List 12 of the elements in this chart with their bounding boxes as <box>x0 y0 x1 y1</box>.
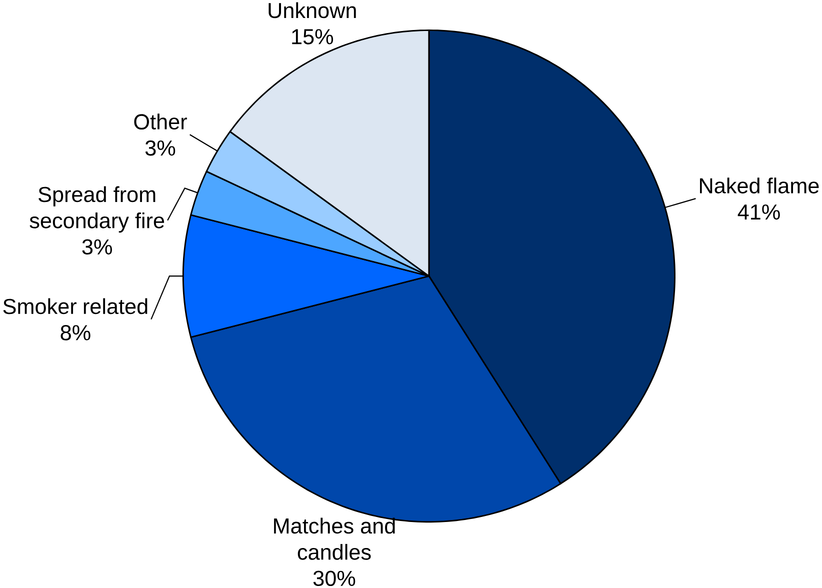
data-label: 3% <box>82 239 112 254</box>
data-label: 8% <box>60 324 90 340</box>
slice-label: Spread from secondary fire <box>30 186 164 232</box>
slice-label: Smoker related <box>3 298 148 314</box>
slice-label: Naked flame <box>700 177 819 194</box>
data-label: 15% <box>292 28 334 44</box>
data-label: 30% <box>313 570 356 586</box>
slice-label: Matches and candles <box>274 518 395 560</box>
data-label: 41% <box>738 204 780 220</box>
slice-label: Unknown <box>268 2 356 18</box>
slice-label: Other <box>134 113 187 130</box>
data-label: 3% <box>145 140 176 156</box>
